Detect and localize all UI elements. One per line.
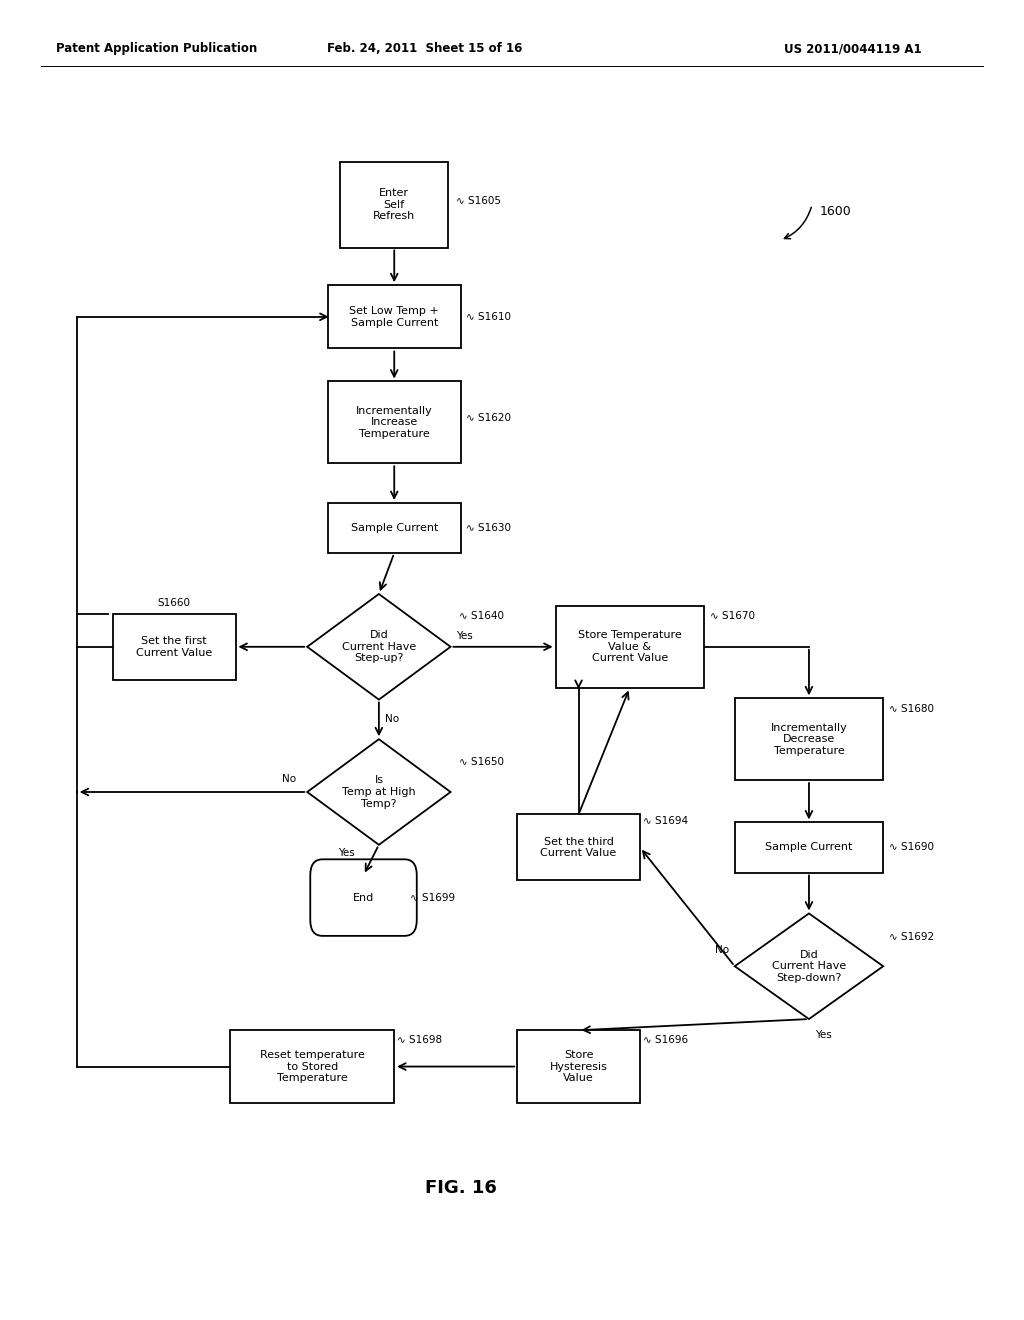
Text: FIG. 16: FIG. 16	[425, 1179, 497, 1197]
Text: Is
Temp at High
Temp?: Is Temp at High Temp?	[342, 775, 416, 809]
Text: ∿ S1670: ∿ S1670	[710, 611, 755, 622]
FancyBboxPatch shape	[230, 1030, 394, 1104]
Text: Did
Current Have
Step-down?: Did Current Have Step-down?	[772, 949, 846, 983]
Text: Enter
Self
Refresh: Enter Self Refresh	[373, 187, 416, 222]
Text: ∿ S1694: ∿ S1694	[643, 816, 688, 826]
Text: Sample Current: Sample Current	[765, 842, 853, 853]
FancyBboxPatch shape	[340, 162, 449, 248]
Text: ∿ S1698: ∿ S1698	[397, 1035, 442, 1045]
Text: Incrementally
Decrease
Temperature: Incrementally Decrease Temperature	[771, 722, 847, 756]
FancyBboxPatch shape	[735, 698, 883, 780]
Text: Yes: Yes	[456, 631, 472, 642]
FancyBboxPatch shape	[735, 822, 883, 873]
Text: ∿ S1610: ∿ S1610	[466, 312, 511, 322]
FancyBboxPatch shape	[555, 606, 705, 688]
Text: 1600: 1600	[819, 205, 851, 218]
Text: Set the first
Current Value: Set the first Current Value	[136, 636, 212, 657]
Text: Did
Current Have
Step-up?: Did Current Have Step-up?	[342, 630, 416, 664]
Text: Store
Hysteresis
Value: Store Hysteresis Value	[550, 1049, 607, 1084]
Text: Set Low Temp +
Sample Current: Set Low Temp + Sample Current	[349, 306, 439, 327]
FancyBboxPatch shape	[113, 614, 236, 680]
Text: Patent Application Publication: Patent Application Publication	[56, 42, 258, 55]
Text: No: No	[385, 714, 399, 725]
FancyBboxPatch shape	[517, 814, 640, 880]
FancyBboxPatch shape	[517, 1030, 640, 1104]
Text: Store Temperature
Value &
Current Value: Store Temperature Value & Current Value	[578, 630, 682, 664]
Polygon shape	[307, 594, 451, 700]
Text: Set the third
Current Value: Set the third Current Value	[541, 837, 616, 858]
FancyBboxPatch shape	[328, 503, 461, 553]
Polygon shape	[307, 739, 451, 845]
Text: ∿ S1690: ∿ S1690	[889, 842, 934, 853]
Text: US 2011/0044119 A1: US 2011/0044119 A1	[784, 42, 922, 55]
Text: Reset temperature
to Stored
Temperature: Reset temperature to Stored Temperature	[260, 1049, 365, 1084]
Text: ∿ S1696: ∿ S1696	[643, 1035, 688, 1045]
Text: ∿ S1680: ∿ S1680	[889, 704, 934, 714]
Text: ∿ S1630: ∿ S1630	[466, 523, 511, 533]
Text: Incrementally
Increase
Temperature: Incrementally Increase Temperature	[356, 405, 432, 440]
Text: No: No	[716, 945, 729, 956]
Text: Yes: Yes	[338, 849, 354, 858]
FancyBboxPatch shape	[310, 859, 417, 936]
Text: End: End	[353, 892, 374, 903]
Polygon shape	[735, 913, 883, 1019]
Text: ∿ S1605: ∿ S1605	[456, 195, 501, 206]
FancyBboxPatch shape	[328, 285, 461, 348]
FancyBboxPatch shape	[328, 381, 461, 463]
Text: Sample Current: Sample Current	[350, 523, 438, 533]
FancyArrowPatch shape	[784, 207, 811, 239]
Text: ∿ S1640: ∿ S1640	[459, 611, 504, 622]
Text: Feb. 24, 2011  Sheet 15 of 16: Feb. 24, 2011 Sheet 15 of 16	[328, 42, 522, 55]
Text: S1660: S1660	[158, 598, 190, 609]
Text: ∿ S1699: ∿ S1699	[410, 892, 455, 903]
Text: ∿ S1650: ∿ S1650	[459, 756, 504, 767]
Text: ∿ S1620: ∿ S1620	[466, 413, 511, 424]
Text: Yes: Yes	[815, 1030, 831, 1040]
Text: ∿ S1692: ∿ S1692	[889, 932, 934, 942]
Text: No: No	[282, 774, 296, 784]
